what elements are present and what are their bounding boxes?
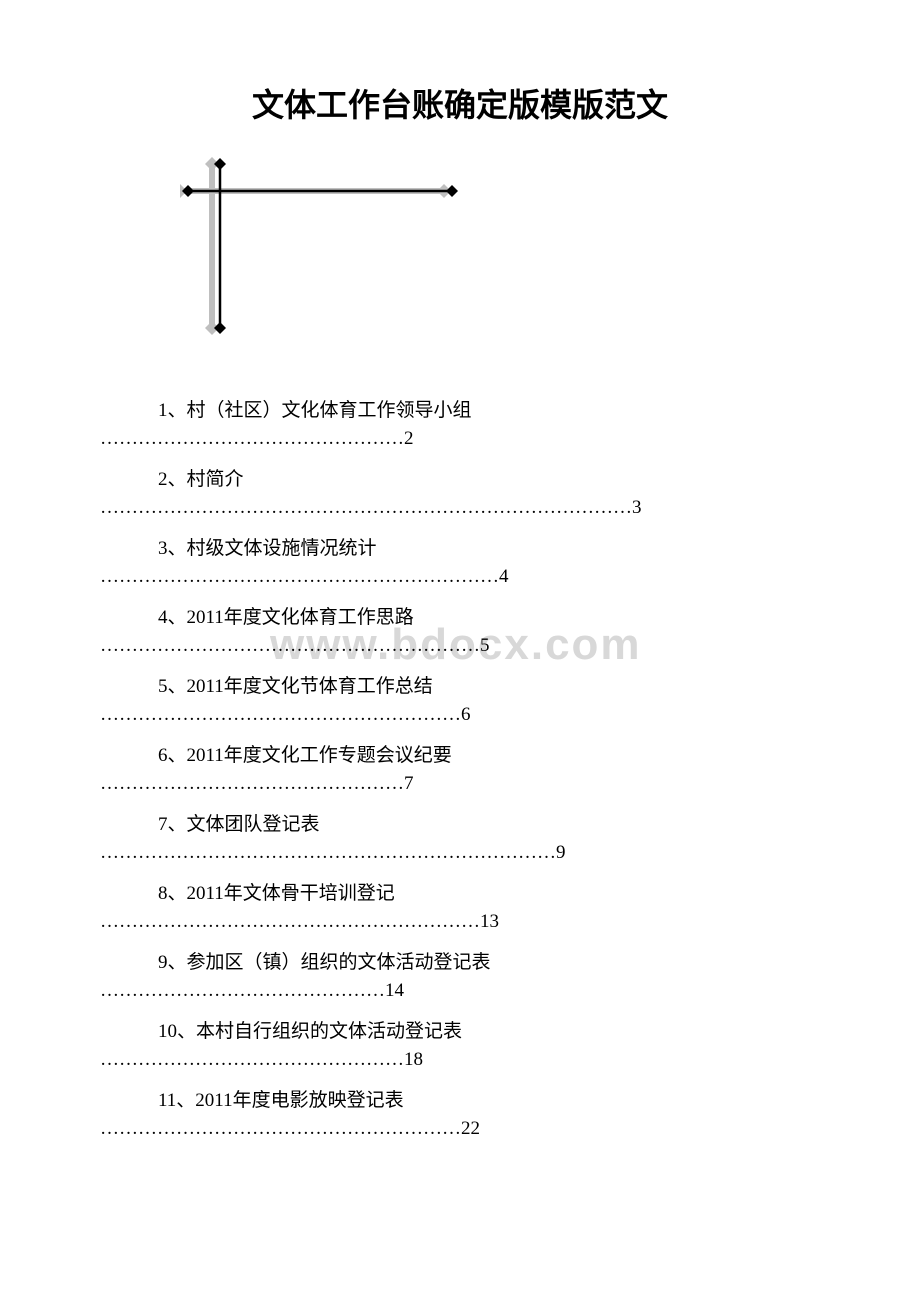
toc-item: 7、文体团队登记表………………………………………………………………9	[100, 810, 820, 867]
toc-item: 1、村（社区）文化体育工作领导小组…………………………………………2	[100, 396, 820, 453]
toc-item-dots: …………………………………………2	[100, 426, 820, 453]
toc-item-label: 10、本村自行组织的文体活动登记表	[100, 1017, 820, 1047]
toc-item-label: 1、村（社区）文化体育工作领导小组	[100, 396, 820, 426]
toc-item: 6、2011年度文化工作专题会议纪要…………………………………………7	[100, 741, 820, 798]
toc-item: 10、本村自行组织的文体活动登记表…………………………………………18	[100, 1017, 820, 1074]
toc-item: 8、2011年文体骨干培训登记……………………………………………………13	[100, 879, 820, 936]
toc-item-dots: …………………………………………18	[100, 1047, 820, 1074]
cross-diagram	[180, 156, 460, 336]
toc-item-label: 7、文体团队登记表	[100, 810, 820, 840]
toc-item-label: 4、2011年度文化体育工作思路	[100, 603, 820, 633]
toc-item-dots: ………………………………………………………………9	[100, 840, 820, 867]
document-title: 文体工作台账确定版模版范文	[80, 80, 840, 126]
toc-item-dots: ……………………………………………………5	[100, 633, 820, 660]
toc-item-dots: ……………………………………………………13	[100, 909, 820, 936]
toc-item-dots: …………………………………………………6	[100, 702, 820, 729]
toc-item-dots: …………………………………………………22	[100, 1116, 820, 1143]
toc-item-label: 3、村级文体设施情况统计	[100, 534, 820, 564]
toc-item-dots: ………………………………………………………4	[100, 564, 820, 591]
toc-item-label: 5、2011年度文化节体育工作总结	[100, 672, 820, 702]
toc-item-label: 11、2011年度电影放映登记表	[100, 1086, 820, 1116]
toc-item-label: 8、2011年文体骨干培训登记	[100, 879, 820, 909]
toc-item-dots: …………………………………………7	[100, 771, 820, 798]
toc-item: 9、参加区（镇）组织的文体活动登记表………………………………………14	[100, 948, 820, 1005]
toc-item: 2、村简介…………………………………………………………………………3	[100, 465, 820, 522]
toc-item-dots: ………………………………………14	[100, 978, 820, 1005]
toc-item-dots: …………………………………………………………………………3	[100, 495, 820, 522]
page-container: 文体工作台账确定版模版范文 1、村（社区）文化体育工作领导小组…………………………	[0, 0, 920, 1195]
toc-item: 3、村级文体设施情况统计………………………………………………………4	[100, 534, 820, 591]
toc-list: 1、村（社区）文化体育工作领导小组…………………………………………22、村简介……	[80, 396, 840, 1143]
toc-item-label: 2、村简介	[100, 465, 820, 495]
toc-item-label: 6、2011年度文化工作专题会议纪要	[100, 741, 820, 771]
toc-item: 5、2011年度文化节体育工作总结…………………………………………………6	[100, 672, 820, 729]
toc-item-label: 9、参加区（镇）组织的文体活动登记表	[100, 948, 820, 978]
toc-item: 4、2011年度文化体育工作思路……………………………………………………5	[100, 603, 820, 660]
toc-item: 11、2011年度电影放映登记表…………………………………………………22	[100, 1086, 820, 1143]
